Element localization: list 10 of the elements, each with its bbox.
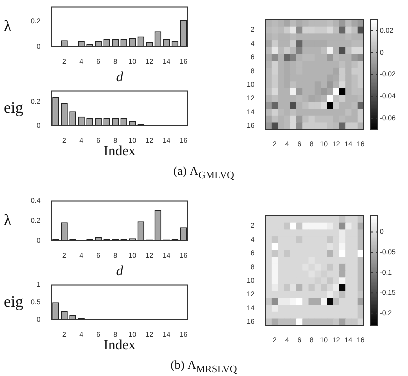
y-axis-title: λ: [4, 212, 12, 230]
x-axis-title: d: [116, 264, 124, 280]
x-axis-title: d: [116, 70, 124, 86]
x-axis-title: Index: [104, 144, 136, 160]
y-axis-title: λ: [4, 18, 12, 36]
text: (a) Λ$_{GMLVQ}$: [172, 164, 236, 182]
x-axis-title: Index: [104, 338, 136, 354]
text: (b) Λ$_{MRSLVQ}$: [170, 358, 238, 376]
y-axis-title: eig: [4, 100, 24, 117]
y-axis-title: eig: [4, 294, 24, 311]
